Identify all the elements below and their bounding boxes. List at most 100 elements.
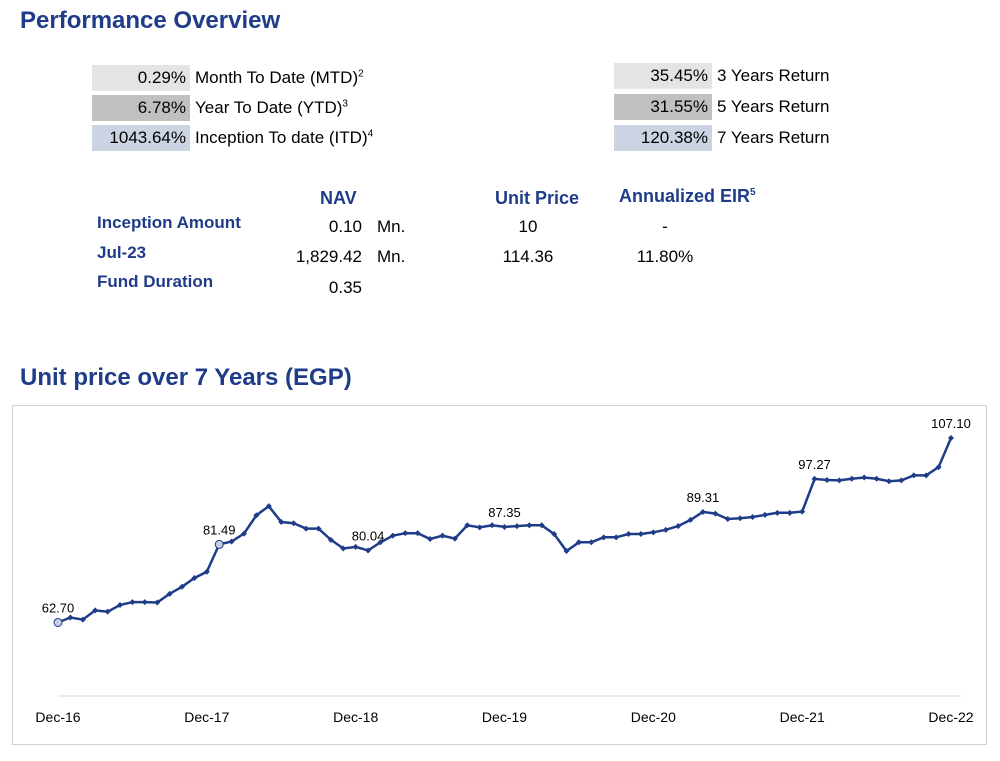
unit-price-header: Unit Price (495, 188, 580, 208)
data-point (179, 583, 186, 590)
data-point (848, 475, 855, 482)
data-point (265, 503, 272, 510)
data-point (786, 509, 793, 516)
x-tick-label: Dec-19 (482, 709, 527, 725)
data-point (675, 523, 682, 530)
data-label: 107.10 (931, 416, 971, 431)
data-point (935, 464, 942, 471)
mtd-value: 0.29% (92, 65, 190, 91)
ytd-label: Year To Date (YTD)3 (195, 98, 348, 117)
data-point (625, 531, 632, 537)
data-point (761, 511, 768, 518)
data-point (699, 508, 706, 515)
return-5y-label: 5 Years Return (717, 97, 830, 116)
unit-price-inception: 10 (518, 217, 538, 236)
data-point (228, 538, 235, 545)
unit-price-chart: Dec-16 Dec-17 Dec-18 Dec-19 Dec-20 Dec-21 Dec-… (35, 416, 973, 725)
return-3y-value: 35.45% (614, 63, 712, 89)
data-point (513, 523, 520, 530)
data-point (278, 518, 285, 525)
data-point (823, 477, 830, 483)
data-point (104, 608, 111, 615)
data-label: 80.04 (352, 528, 385, 543)
data-point (712, 510, 719, 517)
x-tick-label: Dec-22 (928, 709, 973, 725)
data-point (141, 599, 148, 606)
data-point (861, 474, 868, 481)
return-7y-label: 7 Years Return (717, 128, 830, 147)
data-point (948, 435, 954, 442)
row-label-duration: Fund Duration (97, 272, 214, 291)
data-point (402, 530, 409, 537)
data-point (352, 543, 359, 550)
mtd-label: Month To Date (MTD)2 (195, 68, 364, 87)
data-point (214, 539, 224, 549)
data-point (67, 614, 74, 621)
return-3y-label: 3 Years Return (717, 66, 830, 85)
data-point (129, 599, 136, 606)
nav-inception: 0.10 (328, 217, 362, 236)
data-label: 87.35 (488, 505, 521, 520)
data-point (650, 529, 657, 536)
x-tick-label: Dec-21 (780, 709, 825, 725)
return-7y-value: 120.38% (614, 125, 712, 151)
data-label: 81.49 (203, 522, 236, 537)
data-point (427, 535, 434, 542)
data-point (836, 477, 843, 484)
itd-label: Inception To date (ITD)4 (195, 128, 374, 147)
eir-header: Annualized EIR5 (619, 186, 756, 206)
data-point (799, 508, 806, 515)
data-point (662, 526, 669, 533)
data-point (613, 534, 620, 541)
data-point (53, 617, 63, 627)
eir-jul23: 11.80% (636, 247, 694, 266)
data-point (476, 524, 483, 531)
data-point (154, 599, 161, 606)
data-point (79, 616, 86, 623)
data-point (414, 530, 421, 537)
data-point (327, 536, 334, 543)
data-point (637, 531, 644, 537)
data-point (687, 516, 694, 523)
data-point (724, 516, 731, 523)
data-point (811, 475, 818, 482)
row-label-inception: Inception Amount (97, 213, 241, 232)
data-point (303, 525, 310, 532)
data-point (563, 548, 570, 555)
eir-inception: - (662, 217, 668, 236)
data-point (340, 545, 347, 552)
data-point (290, 520, 297, 527)
nav-duration: 0.35 (328, 278, 362, 297)
data-point (203, 568, 210, 575)
data-label: 89.31 (687, 490, 720, 505)
data-point (885, 478, 892, 485)
data-point (365, 547, 372, 554)
return-5y-value: 31.55% (614, 94, 712, 120)
unit-price-jul23: 114.36 (502, 247, 554, 266)
x-tick-label: Dec-16 (35, 709, 80, 725)
row-label-jul23: Jul-23 (97, 243, 147, 262)
data-point (774, 509, 781, 516)
data-label: 62.70 (42, 600, 75, 615)
data-point (253, 512, 260, 519)
data-point (575, 539, 582, 546)
data-point (166, 590, 173, 597)
data-point (241, 530, 248, 537)
data-point (315, 525, 322, 532)
data-point (389, 532, 396, 539)
data-point (737, 515, 744, 522)
data-label: 97.27 (798, 457, 831, 472)
nav-jul23: 1,829.42 (295, 247, 362, 266)
data-point (191, 575, 198, 582)
data-point (439, 532, 446, 539)
data-point (873, 475, 880, 482)
nav-header: NAV (320, 188, 357, 208)
data-point (923, 472, 930, 479)
chart-title: Unit price over 7 Years (EGP) (20, 364, 352, 391)
x-tick-label: Dec-17 (184, 709, 229, 725)
data-point (464, 522, 471, 529)
unit-inception: Mn. (377, 217, 406, 236)
data-point (600, 534, 607, 541)
data-point (117, 602, 124, 609)
data-point (501, 523, 508, 530)
